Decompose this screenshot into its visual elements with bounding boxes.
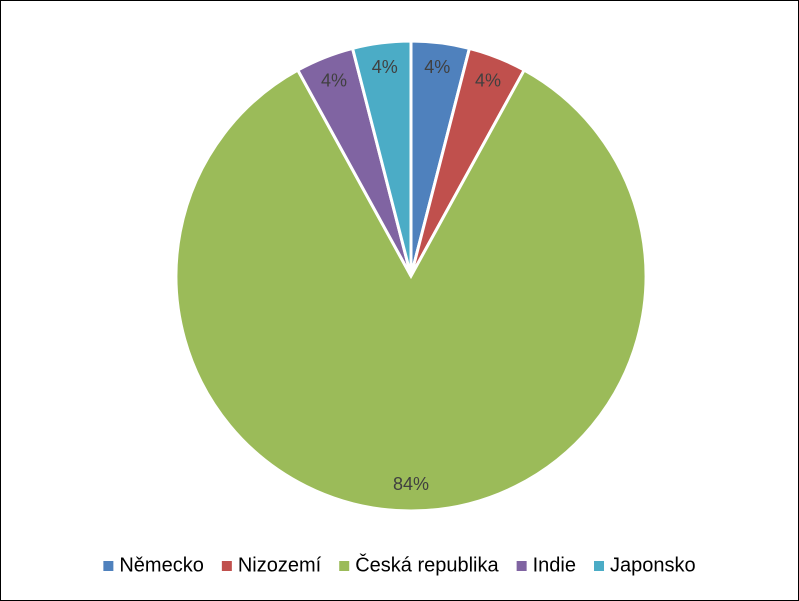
- legend-label: Indie: [533, 554, 576, 576]
- data-label: 4%: [372, 57, 398, 77]
- pie-slice: [350, 39, 413, 277]
- data-label: 84%: [393, 474, 429, 494]
- legend-label: Nizozemí: [238, 554, 322, 576]
- pie-slice: [174, 68, 648, 513]
- legend-swatch: [516, 561, 527, 571]
- legend-swatch: [339, 561, 350, 571]
- legend-swatch: [221, 561, 232, 571]
- data-label: 4%: [424, 57, 450, 77]
- legend-swatch: [103, 561, 114, 571]
- data-label: 4%: [321, 70, 347, 90]
- legend-label: Japonsko: [610, 554, 696, 576]
- legend-label: Německo: [119, 554, 203, 576]
- legend-label: Česká republika: [355, 553, 499, 576]
- data-label: 4%: [475, 70, 501, 90]
- legend-swatch: [594, 561, 605, 571]
